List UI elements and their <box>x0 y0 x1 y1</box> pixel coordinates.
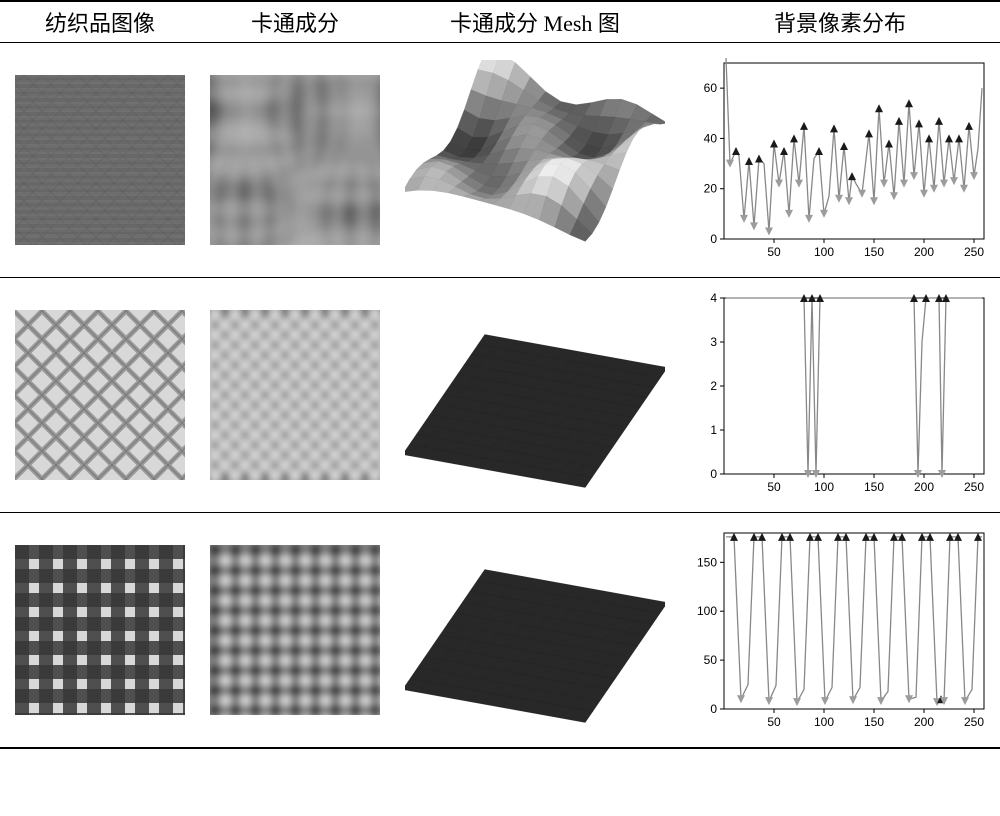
header-chart: 背景像素分布 <box>680 6 1000 38</box>
svg-text:200: 200 <box>914 480 934 494</box>
textile-image <box>15 75 185 245</box>
header-textile: 纺织品图像 <box>0 6 200 38</box>
distribution-chart: 0 1 2 3 4 50 100 150 200 250 <box>690 290 990 500</box>
svg-text:1: 1 <box>710 423 717 437</box>
svg-text:250: 250 <box>964 245 984 259</box>
textile-image <box>15 545 185 715</box>
svg-text:250: 250 <box>964 480 984 494</box>
header-row: 纺织品图像 卡通成分 卡通成分 Mesh 图 背景像素分布 <box>0 2 1000 43</box>
svg-text:4: 4 <box>710 291 717 305</box>
svg-text:200: 200 <box>914 715 934 729</box>
data-row: 0 20 40 60 50 100 150 200 250 <box>0 43 1000 278</box>
figure-table: 纺织品图像 卡通成分 卡通成分 Mesh 图 背景像素分布 0204060501… <box>0 0 1000 749</box>
svg-text:3: 3 <box>710 335 717 349</box>
svg-text:150: 150 <box>697 555 717 569</box>
svg-text:150: 150 <box>864 480 884 494</box>
svg-text:40: 40 <box>704 131 718 145</box>
svg-text:200: 200 <box>914 245 934 259</box>
mesh-plot <box>405 530 665 730</box>
svg-text:100: 100 <box>814 245 834 259</box>
mesh-plot <box>405 60 665 260</box>
svg-text:50: 50 <box>767 480 781 494</box>
svg-text:50: 50 <box>767 715 781 729</box>
header-cartoon: 卡通成分 <box>200 6 390 38</box>
svg-text:100: 100 <box>814 480 834 494</box>
svg-text:50: 50 <box>704 653 718 667</box>
textile-image <box>15 310 185 480</box>
header-mesh: 卡通成分 Mesh 图 <box>390 6 680 38</box>
svg-text:0: 0 <box>710 467 717 481</box>
svg-text:0: 0 <box>710 232 717 246</box>
data-row: 0 1 2 3 4 50 100 150 200 250 <box>0 278 1000 513</box>
svg-text:20: 20 <box>704 182 718 196</box>
data-row: 0 50 100 150 50 100 150 200 250 <box>0 513 1000 747</box>
svg-text:150: 150 <box>864 715 884 729</box>
cartoon-image <box>210 545 380 715</box>
svg-text:60: 60 <box>704 81 718 95</box>
svg-text:100: 100 <box>814 715 834 729</box>
cartoon-image <box>210 310 380 480</box>
svg-text:2: 2 <box>710 379 717 393</box>
distribution-chart: 0 20 40 60 50 100 150 200 250 <box>690 55 990 265</box>
svg-text:250: 250 <box>964 715 984 729</box>
svg-text:150: 150 <box>864 245 884 259</box>
svg-text:50: 50 <box>767 245 781 259</box>
mesh-plot <box>405 295 665 495</box>
svg-text:0: 0 <box>710 702 717 716</box>
svg-text:100: 100 <box>697 604 717 618</box>
cartoon-image <box>210 75 380 245</box>
distribution-chart: 0 50 100 150 50 100 150 200 250 <box>690 525 990 735</box>
